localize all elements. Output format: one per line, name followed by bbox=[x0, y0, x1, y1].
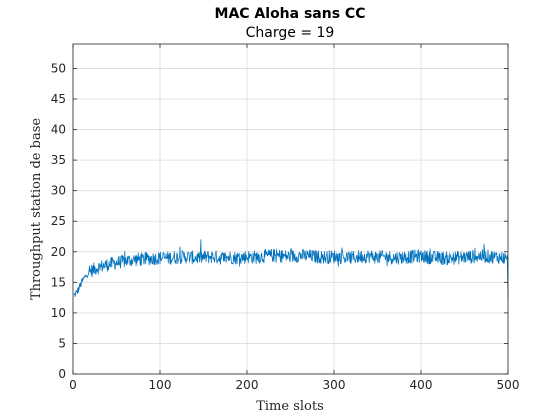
y-tick-label: 40 bbox=[51, 123, 66, 137]
x-tick-label: 100 bbox=[149, 378, 172, 392]
x-axis-label: Time slots bbox=[256, 399, 324, 414]
y-tick-label: 35 bbox=[51, 153, 66, 167]
x-tick-label: 0 bbox=[69, 378, 77, 392]
throughput-series-line bbox=[73, 239, 509, 298]
y-tick-label: 25 bbox=[51, 214, 66, 228]
y-tick-label: 10 bbox=[51, 306, 66, 320]
x-tick-label: 500 bbox=[497, 378, 520, 392]
y-tick-label: 5 bbox=[58, 336, 66, 350]
x-tick-label: 200 bbox=[236, 378, 259, 392]
axes-box bbox=[72, 43, 509, 375]
y-tick-label: 30 bbox=[51, 184, 66, 198]
y-tick-label: 0 bbox=[58, 367, 66, 381]
y-tick-label: 20 bbox=[51, 245, 66, 259]
chart-subtitle: Charge = 19 bbox=[246, 25, 335, 41]
x-tick-label: 400 bbox=[410, 378, 433, 392]
y-tick-label: 50 bbox=[51, 61, 66, 75]
y-tick-label: 45 bbox=[51, 92, 66, 106]
chart-title: MAC Aloha sans CC bbox=[215, 6, 366, 22]
axis-ticks: 0 100 200 300 400 500 0 5 10 15 20 25 30 35 40 45 50 bbox=[51, 44, 520, 392]
y-tick-label: 15 bbox=[51, 275, 66, 289]
plot-area bbox=[73, 44, 508, 374]
x-tick-label: 300 bbox=[323, 378, 346, 392]
y-axis-label: Throughput station de base bbox=[29, 118, 44, 300]
series-layer bbox=[73, 239, 509, 298]
